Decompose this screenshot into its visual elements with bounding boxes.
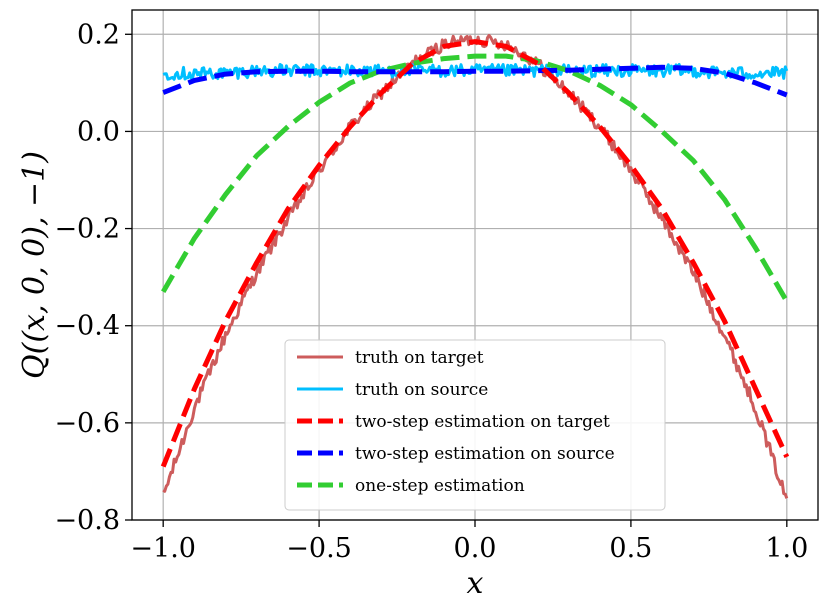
x-axis-label: x (467, 566, 484, 599)
x-tick-label: 0.0 (454, 533, 497, 564)
y-tick-label: 0.2 (77, 19, 120, 50)
series-line-one-step-estimation (161, 53, 789, 303)
x-tick-label: 0.5 (609, 533, 652, 564)
y-tick-label: −0.6 (54, 408, 120, 439)
series-line-two-step-estimation-on-source (162, 64, 788, 98)
series-line-truth-on-source (162, 63, 789, 81)
legend-label: two-step estimation on source (355, 444, 615, 464)
axis-ticks: −1.0 −0.5 0.0 0.5 1.0 −0.8 −0.6 −0.4 −0.2 0.0 0.2 (54, 19, 808, 564)
x-tick-label: −0.5 (286, 533, 352, 564)
legend-label: one-step estimation (355, 476, 525, 496)
y-tick-label: 0.0 (77, 116, 120, 147)
series-lines (160, 33, 790, 499)
legend-label: truth on target (355, 348, 484, 368)
series-line-two-step-estimation-on-target (160, 39, 790, 468)
y-tick-label: −0.2 (54, 214, 120, 245)
y-tick-label: −0.8 (54, 505, 120, 536)
legend-label: two-step estimation on target (355, 412, 610, 432)
legend-box (284, 339, 666, 511)
x-tick-label: −1.0 (130, 533, 196, 564)
legend-label: truth on source (355, 380, 488, 400)
x-tick-label: 1.0 (765, 533, 808, 564)
y-tick-label: −0.4 (54, 311, 120, 342)
legend: truth on target truth on source two-step e… (284, 339, 666, 511)
y-axis-label: Q((x, 0, 0), −1) (17, 151, 52, 379)
